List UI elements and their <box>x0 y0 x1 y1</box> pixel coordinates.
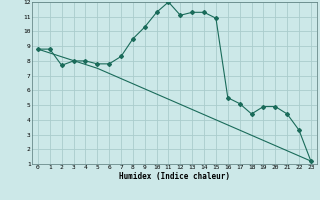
X-axis label: Humidex (Indice chaleur): Humidex (Indice chaleur) <box>119 172 230 181</box>
